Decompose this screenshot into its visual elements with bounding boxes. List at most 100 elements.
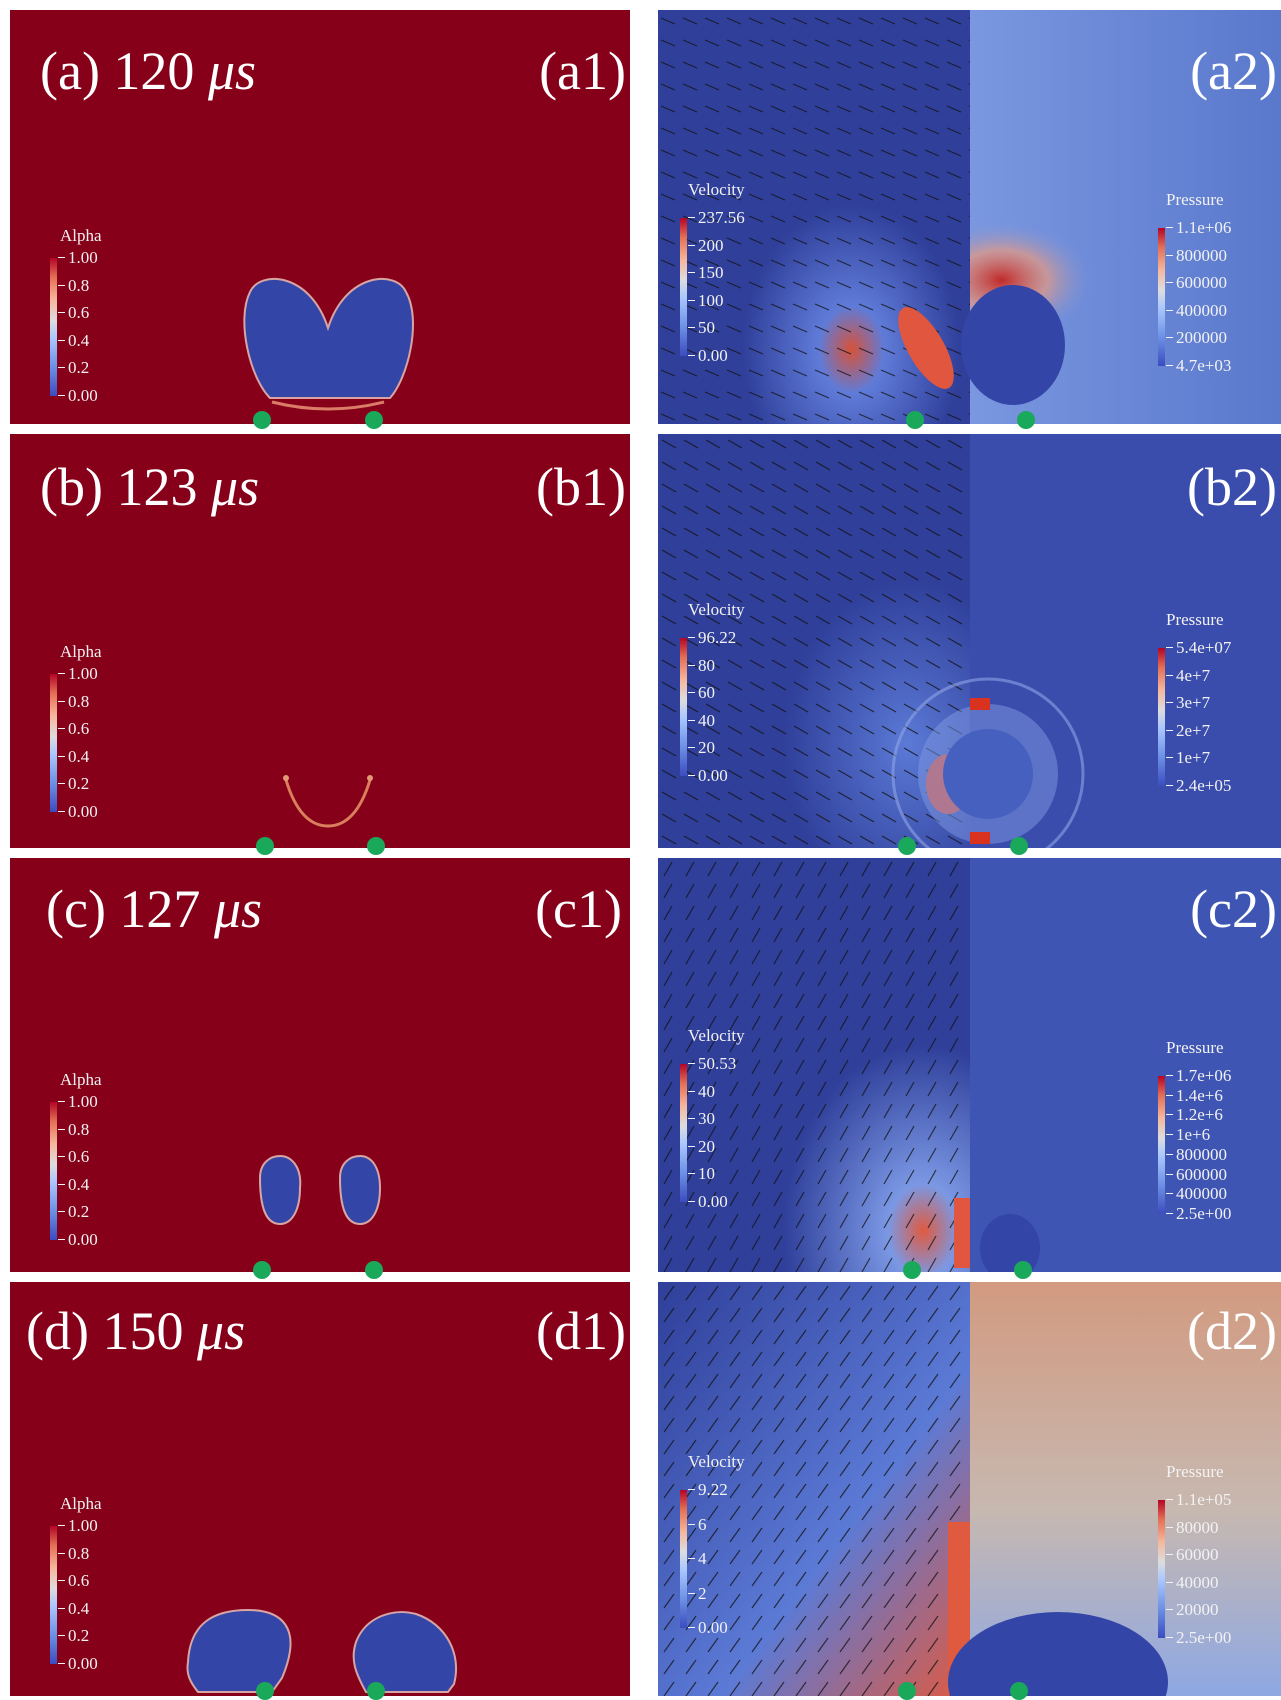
colorbar-title: Velocity	[688, 1452, 745, 1471]
colorbar-tick: 800000	[1166, 245, 1227, 265]
colorbar-tick: 2.5e+00	[1165, 1204, 1232, 1223]
colorbar-tick: 4e+7	[1165, 665, 1211, 685]
colorbar-tick: 1.7e+06	[1165, 1066, 1232, 1085]
marker-left-b1	[256, 837, 274, 855]
colorbar-tick: 0.6	[57, 1147, 90, 1167]
colorbar-gradient	[1158, 228, 1165, 366]
colorbar-title: Pressure	[1166, 190, 1224, 209]
colorbar-tick: 2	[688, 1583, 707, 1603]
velocity-colorbar: Velocity 50.53 40 30 20 10 0.00	[680, 1026, 790, 1226]
colorbar-tick: 5.4e+07	[1165, 638, 1232, 657]
colorbar-gradient	[680, 638, 687, 776]
panel-d2: (d2) Velocity 9.22 6 4 2 0.00 Pressure 1.1e+…	[658, 1282, 1281, 1696]
marker-right-d2	[1010, 1682, 1028, 1700]
velocity-pressure-field-a2	[658, 10, 1281, 424]
colorbar-tick: 60000	[1166, 1545, 1219, 1565]
colorbar-gradient	[680, 1064, 687, 1202]
colorbar-tick: 50.53	[687, 1054, 737, 1073]
colorbar-tick: 400000	[1166, 300, 1227, 320]
panel-label-left: (c1)	[535, 879, 622, 939]
colorbar-gradient	[1158, 1500, 1165, 1638]
panel-c1: (c) 127 μs (c1) Alpha 1.00 0.8 0.6 0.4 0.2 0.…	[10, 858, 630, 1272]
colorbar-title: Pressure	[1166, 1038, 1224, 1057]
colorbar-tick: 1.00	[58, 1516, 98, 1535]
marker-right-c2	[1014, 1261, 1032, 1279]
colorbar-title: Alpha	[60, 1070, 102, 1089]
colorbar-tick: 200	[688, 235, 724, 255]
colorbar-tick: 0.00	[688, 346, 728, 365]
colorbar-tick: 80	[688, 655, 715, 675]
colorbar-tick: 20	[688, 738, 715, 758]
colorbar-tick: 150	[688, 263, 724, 283]
colorbar-tick: 3e+7	[1165, 693, 1211, 713]
marker-left-c1	[253, 1261, 271, 1279]
marker-right-d1	[367, 1682, 385, 1700]
colorbar-tick: 10	[688, 1164, 715, 1184]
colorbar-tick: 100	[688, 290, 724, 310]
colorbar-tick: 20000	[1166, 1600, 1219, 1620]
colorbar-tick: 1.00	[58, 248, 98, 267]
colorbar-gradient	[50, 674, 57, 812]
time-label: (b) 123 μs	[40, 457, 260, 517]
colorbar-gradient	[680, 218, 687, 356]
colorbar-tick: 0.00	[688, 1192, 728, 1211]
bubble-shape-d1	[186, 1608, 457, 1693]
colorbar-tick: 60	[688, 683, 715, 703]
alpha-colorbar: Alpha 1.00 0.8 0.6 0.4 0.2 0.00	[40, 1070, 160, 1260]
marker-right-a1	[365, 411, 383, 429]
marker-left-a2	[906, 411, 924, 429]
alpha-colorbar: Alpha 1.00 0.8 0.6 0.4 0.2 0.00	[40, 642, 160, 832]
colorbar-tick: 0.2	[57, 358, 90, 378]
marker-right-b2	[1010, 837, 1028, 855]
colorbar-tick: 30	[688, 1109, 715, 1129]
colorbar-tick: 2.4e+05	[1165, 776, 1232, 795]
colorbar-tick: 0.6	[57, 1571, 90, 1591]
colorbar-tick: 0.2	[57, 774, 90, 794]
panel-label-left: (b1)	[536, 457, 626, 517]
colorbar-gradient	[50, 1102, 57, 1240]
colorbar-title: Pressure	[1166, 1462, 1224, 1481]
colorbar-tick: 600000	[1166, 1164, 1227, 1184]
time-label: (c) 127 μs	[46, 879, 263, 939]
colorbar-tick: 0.4	[57, 330, 90, 350]
colorbar-tick: 0.8	[57, 1119, 90, 1139]
colorbar-tick: 1.4e+6	[1166, 1085, 1223, 1105]
time-label: (a) 120 μs	[40, 41, 257, 101]
alpha-colorbar: Alpha 1.00 0.8 0.6 0.4 0.2 0.00	[40, 1494, 160, 1684]
colorbar-title: Pressure	[1166, 610, 1224, 629]
colorbar-tick: 0.4	[57, 1174, 90, 1194]
marker-right-c1	[365, 1261, 383, 1279]
colorbar-tick: 1.00	[58, 664, 98, 683]
colorbar-tick: 600000	[1166, 273, 1227, 293]
colorbar-tick: 1.00	[58, 1092, 98, 1111]
pressure-colorbar: Pressure 1.1e+06 800000 600000 400000 200000…	[1158, 190, 1278, 390]
velocity-pressure-field-b2	[658, 434, 1281, 848]
panel-c2: (c2) Velocity 50.53 40 30 20 10 0.00 Pressure…	[658, 858, 1281, 1272]
colorbar-title: Alpha	[60, 642, 102, 661]
panel-label-left: (d1)	[536, 1301, 626, 1361]
colorbar-tick: 40000	[1166, 1572, 1219, 1592]
colorbar-tick: 0.00	[688, 766, 728, 785]
colorbar-title: Alpha	[60, 1494, 102, 1513]
panel-b2: (b2) Velocity 96.22 80 60 40 20 0.00 Pressure…	[658, 434, 1281, 848]
marker-left-c2	[903, 1261, 921, 1279]
colorbar-tick: 80000	[1166, 1517, 1219, 1537]
colorbar-tick: 0.2	[57, 1202, 90, 1222]
marker-right-a2	[1017, 411, 1035, 429]
colorbar-tick: 9.22	[688, 1480, 728, 1499]
colorbar-title: Velocity	[688, 180, 745, 199]
pressure-colorbar: Pressure 5.4e+07 4e+7 3e+7 2e+7 1e+7 2.4e+05	[1158, 610, 1278, 810]
panel-b1: (b) 123 μs (b1) Alpha 1.00 0.8 0.6 0.4 0.2 0.…	[10, 434, 630, 848]
velocity-pressure-field-d2	[658, 1282, 1281, 1696]
colorbar-tick: 0.00	[688, 1618, 728, 1637]
panel-label-left: (a1)	[539, 41, 626, 101]
colorbar-gradient	[1158, 648, 1165, 786]
panel-a2: (a2) Velocity 237.56 200 150 100 50 0.00 Pres…	[658, 10, 1281, 424]
colorbar-tick: 0.00	[58, 386, 98, 405]
colorbar-tick: 0.2	[57, 1626, 90, 1646]
colorbar-tick: 0.00	[58, 1654, 98, 1673]
marker-right-b1	[367, 837, 385, 855]
colorbar-tick: 1.1e+06	[1165, 218, 1232, 237]
colorbar-gradient	[50, 258, 57, 396]
